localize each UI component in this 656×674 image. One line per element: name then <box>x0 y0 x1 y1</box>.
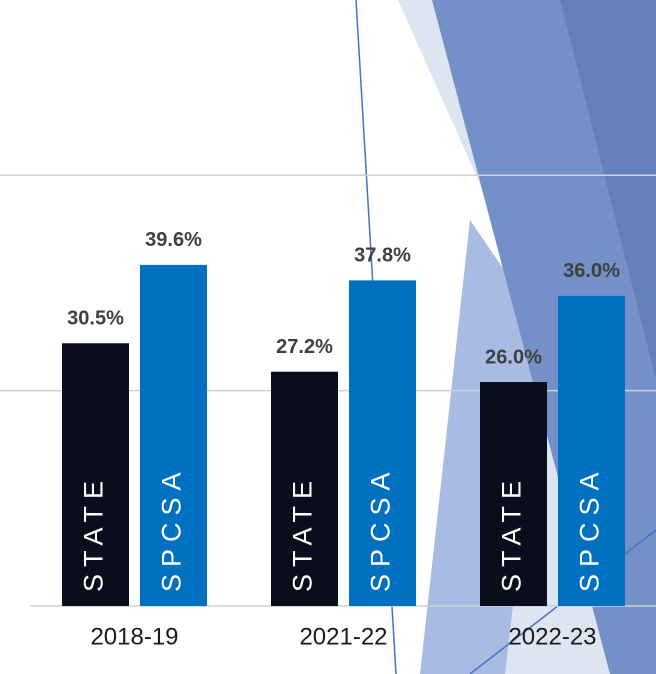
bar <box>140 264 207 606</box>
bar <box>271 371 338 606</box>
data-label: 37.8% <box>354 245 411 267</box>
bar <box>349 280 416 606</box>
bar-series-name: SPCSA <box>366 465 396 592</box>
bar-series-name: STATE <box>288 474 318 592</box>
x-tick-label: 2022-23 <box>508 623 596 650</box>
bar <box>480 382 547 606</box>
x-tick-label: 2018-19 <box>90 623 178 650</box>
bar <box>558 295 625 606</box>
data-label: 27.2% <box>276 336 333 358</box>
data-label: 36.0% <box>563 260 620 282</box>
data-label: 39.6% <box>145 229 202 251</box>
bg-shape <box>560 0 656 380</box>
bar-series-name: STATE <box>497 474 527 592</box>
bar <box>62 343 129 606</box>
plot: 2018-19 30.5% STATE 39.6% SPCSA 2021-22 27.2% S… <box>0 174 656 650</box>
bar-series-name: SPCSA <box>575 465 605 592</box>
bar-series-name: STATE <box>79 474 109 592</box>
bar-series-name: SPCSA <box>157 465 187 592</box>
data-label: 26.0% <box>485 346 542 368</box>
x-tick-label: 2021-22 <box>299 623 387 650</box>
data-label: 30.5% <box>67 308 124 330</box>
